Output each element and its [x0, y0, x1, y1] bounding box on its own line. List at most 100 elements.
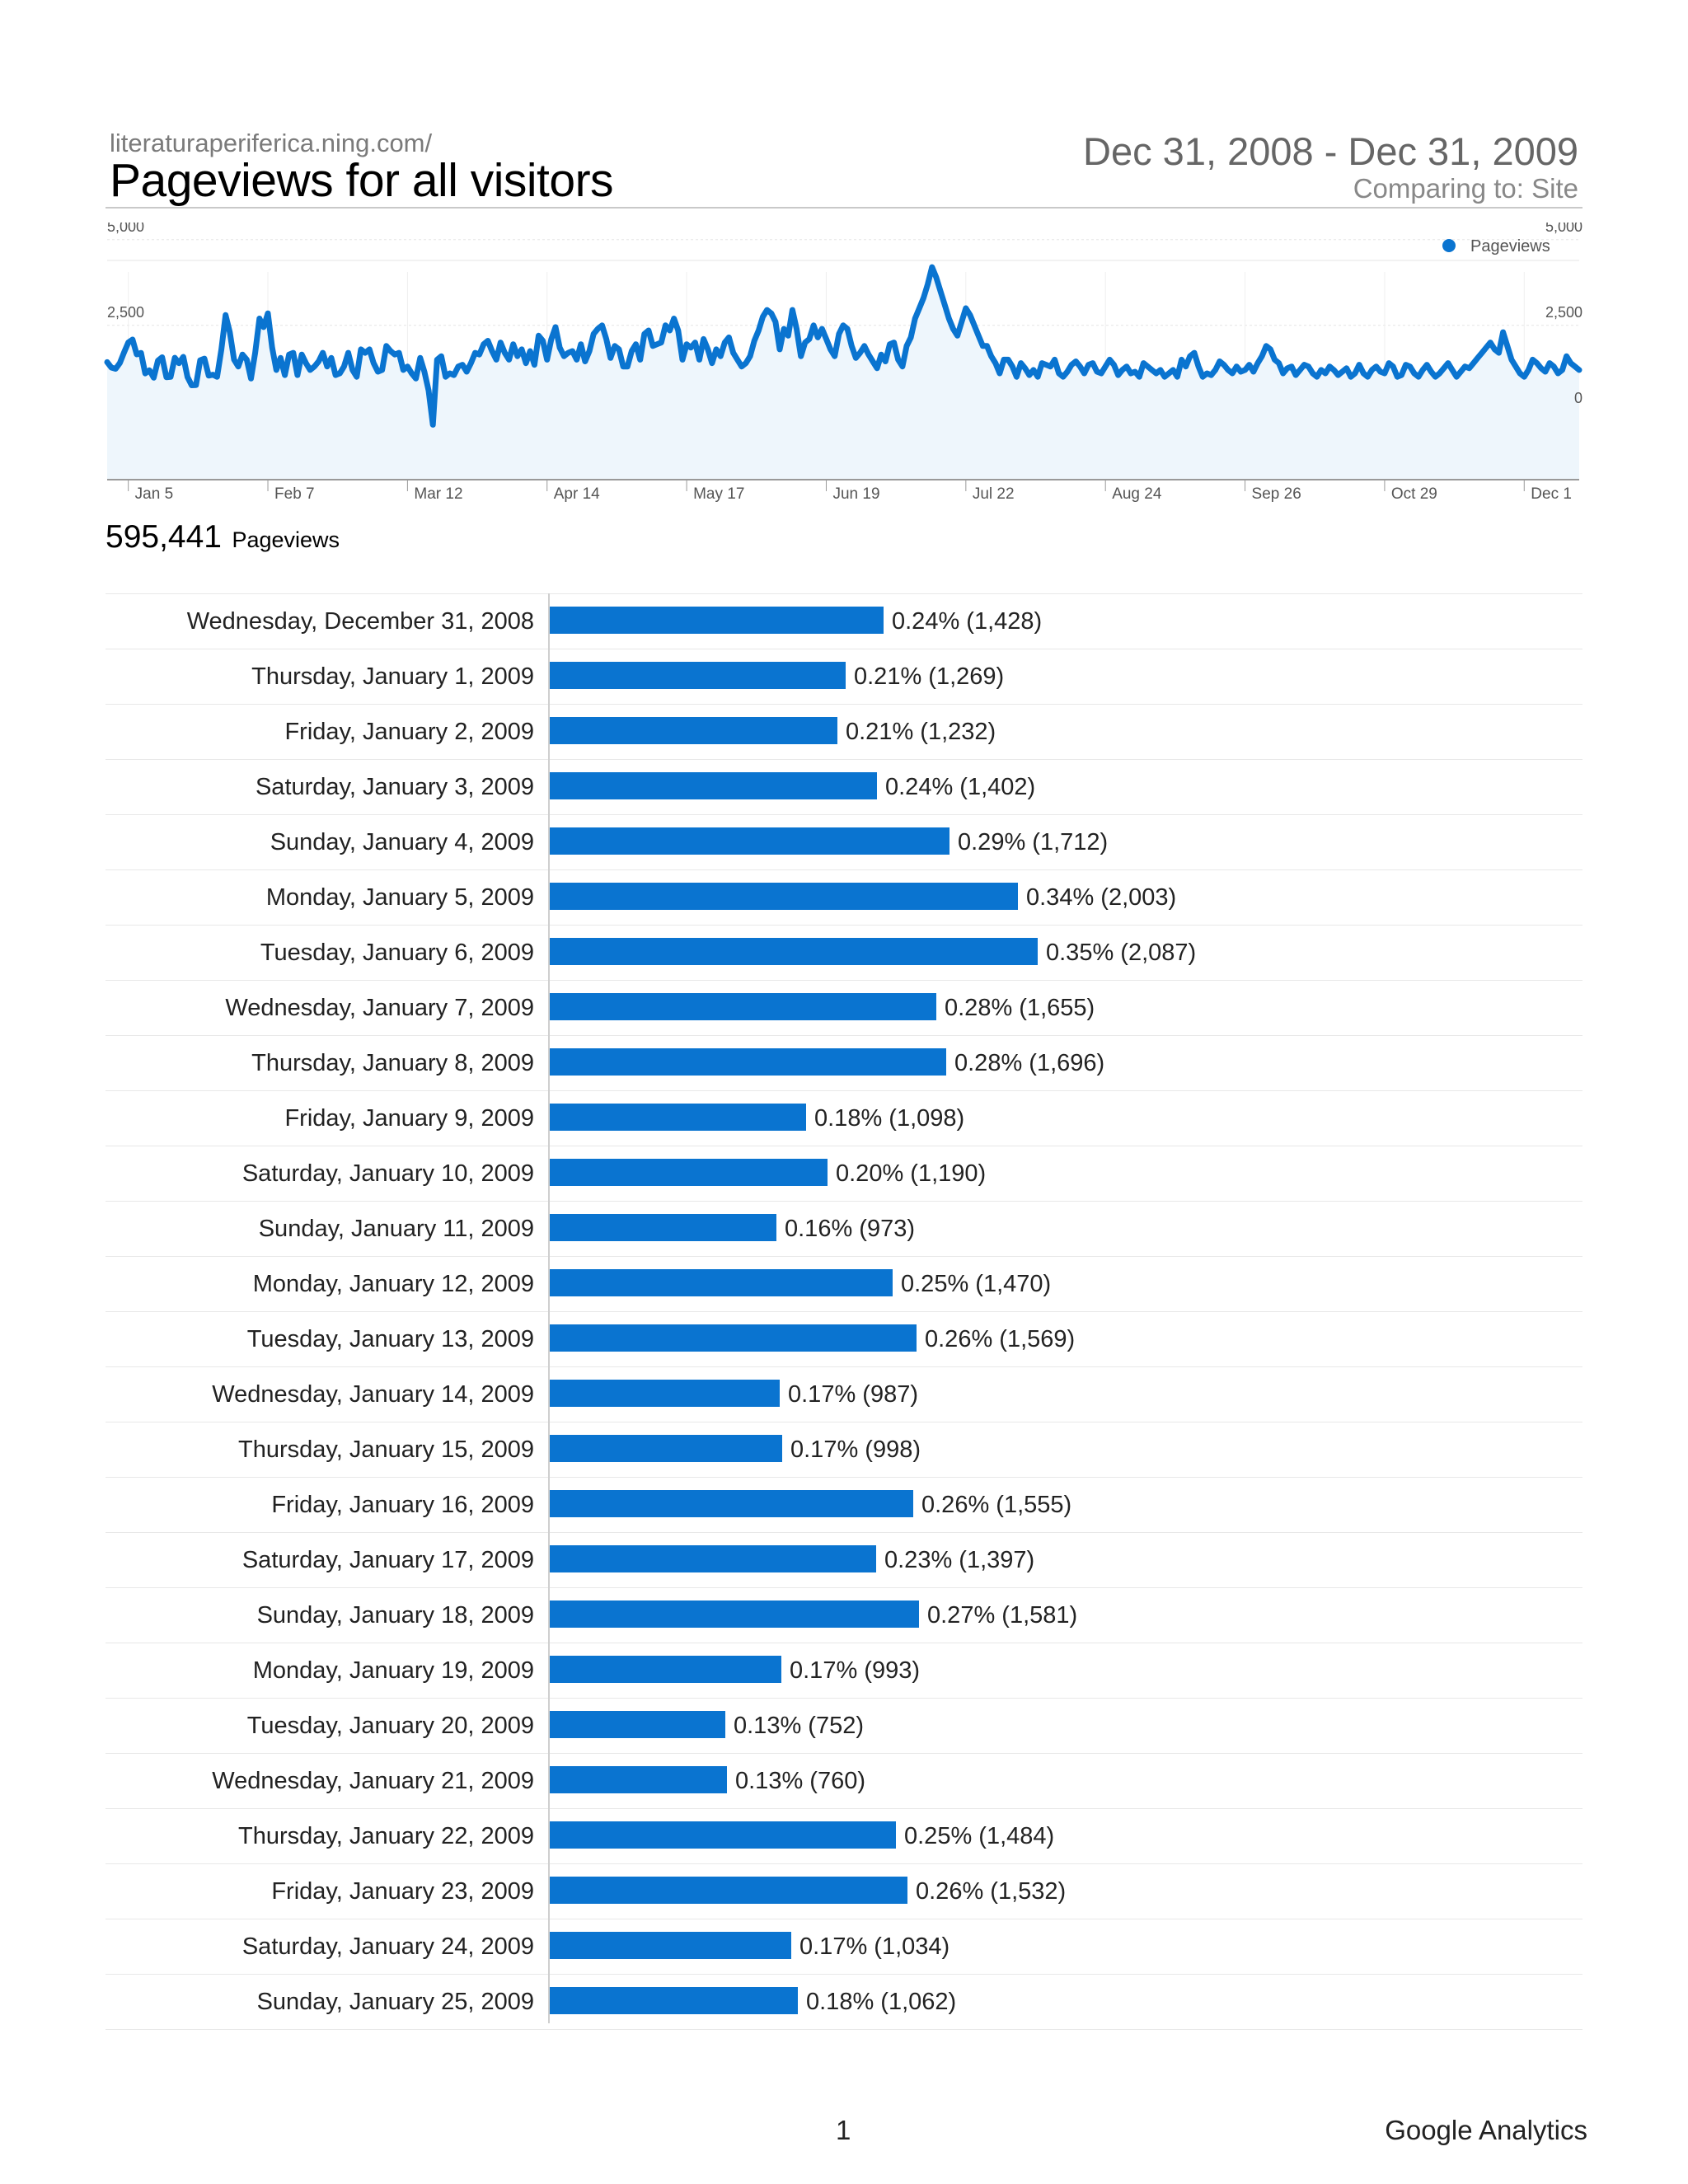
bar-category-label: Monday, January 12, 2009: [252, 1271, 534, 1297]
bar: [549, 1214, 776, 1241]
row-divider: [106, 1587, 1582, 1588]
bar-category-label: Sunday, January 4, 2009: [270, 829, 534, 855]
date-range: Dec 31, 2008 - Dec 31, 2009: [1083, 129, 1578, 173]
x-tick-label: Feb 7: [274, 485, 315, 503]
bar-category-label: Wednesday, January 7, 2009: [225, 995, 534, 1021]
total-pageviews-label: Pageviews: [232, 527, 340, 552]
bar-category-label: Tuesday, January 20, 2009: [246, 1713, 534, 1739]
row-divider: [106, 1532, 1582, 1533]
bar-data-label: 0.27% (1,581): [927, 1602, 1078, 1629]
row-divider: [106, 925, 1582, 926]
row-divider: [106, 1698, 1582, 1699]
bar-category-label: Sunday, January 18, 2009: [256, 1602, 534, 1629]
pageviews-area: [107, 267, 1579, 480]
bar: [549, 1159, 828, 1186]
row-divider: [106, 980, 1582, 981]
bar-data-label: 0.34% (2,003): [1026, 884, 1177, 911]
bar-category-label: Saturday, January 24, 2009: [241, 1933, 534, 1960]
bar-data-label: 0.26% (1,569): [925, 1326, 1076, 1352]
bar: [549, 1380, 780, 1407]
bar-data-label: 0.25% (1,484): [904, 1823, 1055, 1849]
bar-category-label: Tuesday, January 13, 2009: [246, 1326, 534, 1352]
pageviews-line-chart: Jan 5 Feb 7 Mar 12 Apr 14 May 17 Jun 19 Jul 22…: [104, 223, 1582, 503]
bar-category-label: Monday, January 19, 2009: [252, 1657, 534, 1684]
row-divider: [106, 704, 1582, 705]
bar: [549, 717, 837, 744]
bar-chart-axis: [548, 593, 550, 2023]
bar-data-label: 0.17% (1,034): [799, 1933, 950, 1960]
row-divider: [106, 1808, 1582, 1809]
row-divider: [106, 869, 1582, 870]
bar-category-label: Saturday, January 3, 2009: [255, 774, 534, 800]
bar-data-label: 0.28% (1,655): [945, 995, 1095, 1021]
x-tick-label: Mar 12: [414, 485, 462, 503]
bar-data-label: 0.18% (1,062): [806, 1989, 957, 2015]
bar: [549, 772, 877, 799]
x-tick-label: Jul 22: [973, 485, 1015, 503]
bar-data-label: 0.16% (973): [785, 1216, 915, 1242]
y-tick-label-right: 2,500: [1545, 304, 1582, 321]
bar: [549, 1932, 791, 1959]
bar: [549, 993, 936, 1020]
bar: [549, 662, 846, 689]
bar: [549, 883, 1018, 910]
bar-category-label: Thursday, January 22, 2009: [238, 1823, 534, 1849]
total-summary: 595,441 Pageviews: [106, 519, 340, 555]
row-divider: [106, 1090, 1582, 1091]
bar-data-label: 0.17% (998): [790, 1436, 921, 1463]
row-divider: [106, 1753, 1582, 1754]
bar: [549, 938, 1038, 965]
x-tick-label: May 17: [693, 485, 744, 503]
row-divider: [106, 1974, 1582, 1975]
bar-category-label: Friday, January 16, 2009: [271, 1492, 534, 1518]
legend-marker: [1442, 239, 1456, 252]
comparison-label: Comparing to: Site: [1353, 173, 1578, 204]
x-tick-label: Sep 26: [1252, 485, 1301, 503]
bar-data-label: 0.26% (1,555): [921, 1492, 1072, 1518]
row-divider: [106, 1035, 1582, 1036]
row-divider: [106, 814, 1582, 815]
bar-data-label: 0.17% (987): [788, 1381, 918, 1408]
y-tick-label-left: 2,500: [107, 304, 144, 321]
bar-category-label: Wednesday, January 14, 2009: [212, 1381, 534, 1408]
bar: [549, 1324, 917, 1352]
bar-data-label: 0.23% (1,397): [884, 1547, 1035, 1573]
page-title: Pageviews for all visitors: [110, 154, 614, 207]
bar-category-label: Saturday, January 10, 2009: [241, 1160, 534, 1187]
bar: [549, 1766, 727, 1793]
bar-data-label: 0.21% (1,269): [854, 663, 1005, 690]
bar-data-label: 0.17% (993): [790, 1657, 920, 1684]
site-url: literaturaperiferica.ning.com/: [110, 129, 433, 157]
bar: [549, 1711, 725, 1738]
bar: [549, 1048, 946, 1076]
x-tick-label: Dec 1: [1531, 485, 1572, 503]
bar-category-label: Friday, January 2, 2009: [284, 719, 534, 745]
y-tick-label-left: 5,000: [107, 223, 144, 235]
footer-brand: Google Analytics: [1385, 2115, 1587, 2145]
bar: [549, 607, 884, 634]
bar: [549, 1656, 781, 1683]
bar: [549, 1545, 876, 1572]
bar-category-label: Thursday, January 8, 2009: [251, 1050, 534, 1076]
bar-category-label: Sunday, January 25, 2009: [256, 1989, 534, 2015]
row-divider: [106, 1201, 1582, 1202]
row-divider: [106, 1311, 1582, 1312]
bar: [549, 1601, 919, 1628]
bar-category-label: Tuesday, January 6, 2009: [260, 940, 534, 966]
bar: [549, 1490, 913, 1517]
y-tick-label-right: 0: [1574, 390, 1582, 406]
bar-data-label: 0.24% (1,402): [885, 774, 1036, 800]
bar: [549, 1435, 782, 1462]
y-tick-label-right: 5,000: [1545, 223, 1582, 235]
row-divider: [106, 1256, 1582, 1257]
row-divider: [106, 759, 1582, 760]
bar-category-label: Friday, January 9, 2009: [284, 1105, 534, 1132]
bar: [549, 827, 950, 855]
bar-data-label: 0.21% (1,232): [846, 719, 996, 745]
bar: [549, 1269, 893, 1296]
x-tick-label: Jun 19: [832, 485, 879, 503]
chart-tick-labels: Jan 5 Feb 7 Mar 12 Apr 14 May 17 Jun 19 Jul 22…: [107, 223, 1582, 503]
bar-category-label: Wednesday, January 21, 2009: [212, 1768, 534, 1794]
bar: [549, 1987, 798, 2014]
pageviews-series-line: [104, 264, 1582, 428]
